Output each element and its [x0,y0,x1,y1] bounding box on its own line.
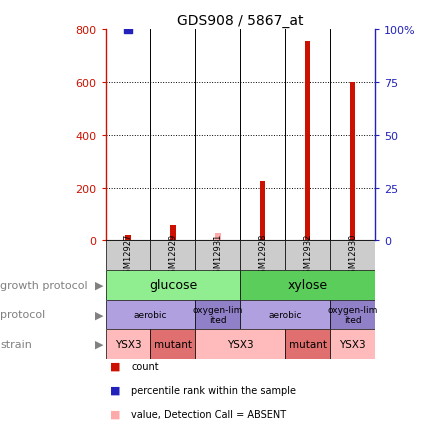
Text: strain: strain [0,339,32,349]
Bar [240,241,285,270]
Text: oxygen-lim
ited: oxygen-lim ited [192,305,243,324]
Text: xylose: xylose [287,279,327,292]
Text: GSM12932: GSM12932 [302,233,311,278]
Text: GSM12928: GSM12928 [258,233,267,278]
Text: GSM12929: GSM12929 [168,233,177,278]
Bar [105,300,195,329]
Text: GSM12931: GSM12931 [213,233,222,278]
Text: percentile rank within the sample: percentile rank within the sample [131,385,296,395]
Bar [150,241,195,270]
Bar [105,241,150,270]
Bar [195,300,240,329]
Text: mutant: mutant [154,339,191,349]
Text: protocol: protocol [0,310,45,319]
Text: mutant: mutant [288,339,326,349]
Bar [329,300,374,329]
Bar [125,236,130,241]
Bar [170,225,175,241]
Point [124,27,131,34]
Text: ▶: ▶ [95,339,103,349]
Bar [240,300,329,329]
Bar [240,270,374,300]
Text: growth protocol: growth protocol [0,280,87,290]
Text: ■: ■ [110,385,120,395]
Text: GSM12930: GSM12930 [347,233,356,278]
Text: count: count [131,361,159,371]
Text: ■: ■ [110,361,120,371]
Bar [329,329,374,359]
Bar [195,329,285,359]
Text: GSM12927: GSM12927 [123,233,132,278]
Bar [150,329,195,359]
Text: aerobic: aerobic [268,310,301,319]
Bar [105,329,150,359]
Bar [195,241,240,270]
Bar [215,233,220,241]
Text: value, Detection Call = ABSENT: value, Detection Call = ABSENT [131,409,286,419]
Bar [259,182,265,241]
Bar [105,270,240,300]
Text: rank, Detection Call = ABSENT: rank, Detection Call = ABSENT [131,433,281,434]
Text: ■: ■ [110,433,120,434]
Text: glucose: glucose [148,279,197,292]
Bar [304,42,310,241]
Text: ▶: ▶ [95,280,103,290]
Text: YSX3: YSX3 [338,339,365,349]
Bar [349,83,354,241]
Bar [285,241,329,270]
Bar [329,241,374,270]
Text: oxygen-lim
ited: oxygen-lim ited [326,305,377,324]
Bar [285,329,329,359]
Text: YSX3: YSX3 [227,339,253,349]
Text: ■: ■ [110,409,120,419]
Text: ▶: ▶ [95,310,103,319]
Text: aerobic: aerobic [133,310,167,319]
Text: YSX3: YSX3 [114,339,141,349]
Title: GDS908 / 5867_at: GDS908 / 5867_at [177,14,303,28]
